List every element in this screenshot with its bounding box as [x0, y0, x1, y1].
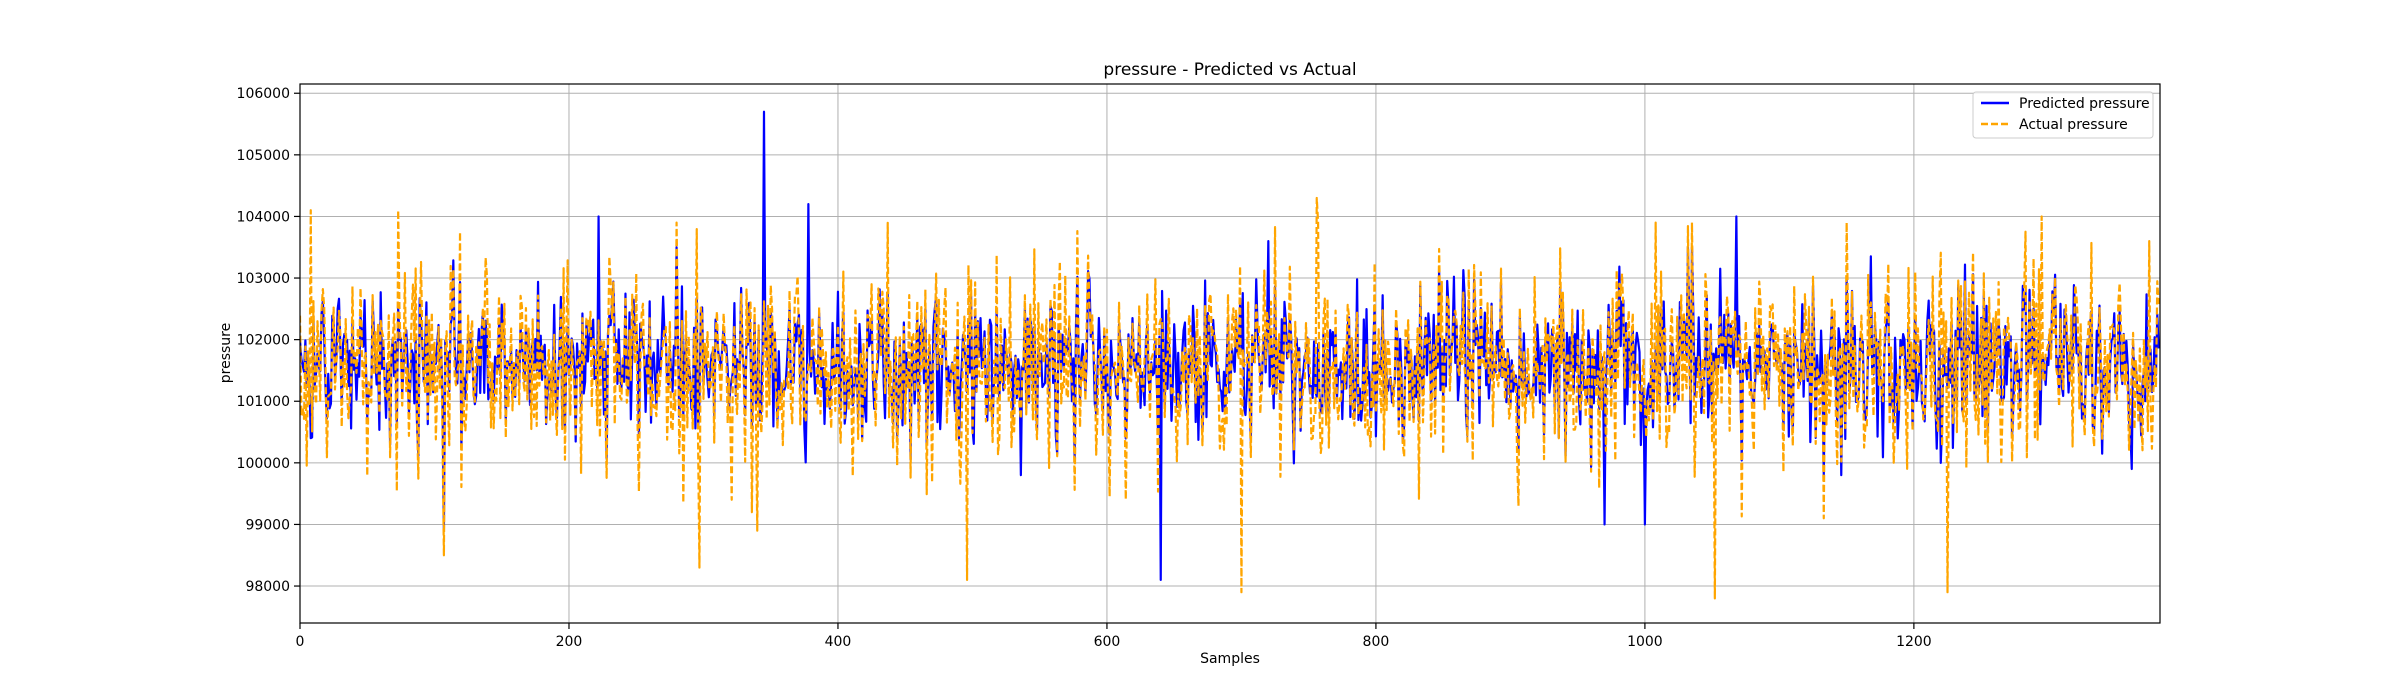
- plot-frame: [299, 83, 2161, 624]
- y-tick-label: 105000: [237, 148, 290, 164]
- legend-label-actual: Actual pressure: [2019, 117, 2128, 133]
- x-tick-label: 0: [296, 634, 305, 650]
- y-tick-label: 100000: [237, 456, 290, 472]
- legend-box: [1972, 91, 2154, 139]
- legend-label-predicted: Predicted pressure: [2019, 96, 2150, 112]
- y-tick-label: 102000: [237, 333, 290, 349]
- y-tick-label: 98000: [245, 579, 290, 595]
- series-line-predicted-pressure: [300, 110, 2160, 581]
- x-tick-label: 1000: [1627, 634, 1663, 650]
- x-axis-label: Samples: [1200, 651, 1260, 667]
- y-tick-label: 106000: [237, 86, 290, 102]
- x-tick-label: 200: [556, 634, 583, 650]
- x-tick-label: 400: [825, 634, 852, 650]
- y-tick-label: 101000: [237, 394, 290, 410]
- y-tick-label: 99000: [245, 517, 290, 533]
- y-tick-label: 104000: [237, 209, 290, 225]
- series-line-actual-pressure: [300, 196, 2160, 600]
- x-tick-label: 1200: [1896, 634, 1932, 650]
- series-layer: [300, 110, 2160, 600]
- y-axis-ticks: 98000 99000 100000 101000 102000 103000 104000…: [237, 86, 300, 595]
- y-axis-label: pressure: [218, 323, 234, 383]
- x-tick-label: 800: [1363, 634, 1390, 650]
- chart-title: pressure - Predicted vs Actual: [1103, 60, 1356, 80]
- legend: Predicted pressure Actual pressure: [1972, 91, 2154, 139]
- x-axis-ticks: 0 200 400 600 800 1000 1200: [296, 623, 1932, 650]
- x-tick-label: 600: [1094, 634, 1121, 650]
- y-tick-label: 103000: [237, 271, 290, 287]
